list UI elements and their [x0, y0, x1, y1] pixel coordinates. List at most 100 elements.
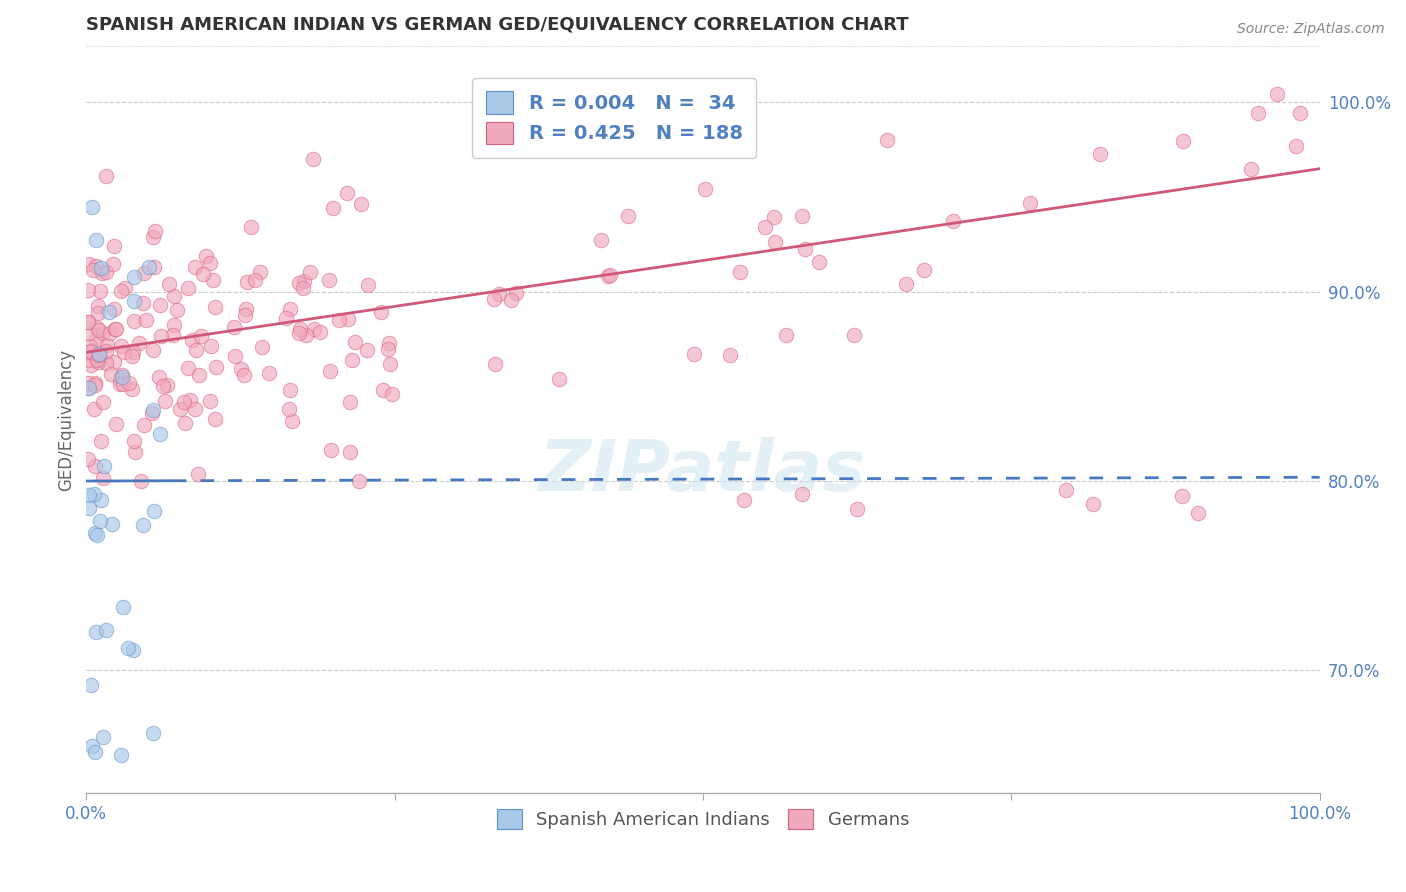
Point [205, 360, 228, 375]
Point [111, 368, 134, 383]
Point [1171, 135, 1194, 149]
Point [132, 266, 155, 280]
Point [114, 280, 136, 294]
Point [128, 336, 150, 351]
Point [845, 502, 868, 516]
Point [281, 414, 304, 428]
Point [350, 196, 373, 211]
Point [328, 312, 350, 326]
Point [181, 333, 204, 347]
Point [229, 362, 252, 376]
Legend: Spanish American Indians, Germans: Spanish American Indians, Germans [489, 801, 917, 837]
Point [86, 355, 108, 369]
Point [166, 303, 188, 318]
Point [233, 308, 256, 322]
Point [942, 214, 965, 228]
Point [103, 239, 125, 253]
Point [83, 487, 105, 501]
Point [224, 319, 246, 334]
Point [683, 347, 706, 361]
Point [250, 340, 273, 354]
Point [94, 356, 117, 370]
Point [179, 392, 201, 407]
Point [94, 623, 117, 637]
Point [162, 328, 184, 343]
Point [83, 376, 105, 390]
Point [370, 305, 392, 319]
Point [77, 381, 100, 395]
Point [131, 474, 153, 488]
Point [1265, 87, 1288, 101]
Point [340, 353, 363, 368]
Point [484, 357, 506, 371]
Point [177, 361, 200, 376]
Point [381, 387, 404, 401]
Point [89, 348, 111, 362]
Point [1187, 506, 1209, 520]
Point [80, 358, 103, 372]
Point [108, 372, 131, 386]
Point [83, 401, 105, 416]
Point [278, 301, 301, 316]
Point [294, 328, 316, 343]
Point [356, 343, 378, 358]
Point [76, 352, 98, 367]
Point [912, 263, 935, 277]
Point [104, 417, 127, 431]
Point [617, 209, 640, 223]
Point [287, 276, 309, 290]
Point [105, 322, 128, 336]
Point [202, 273, 225, 287]
Point [89, 347, 111, 361]
Point [274, 311, 297, 326]
Point [134, 417, 156, 432]
Point [84, 745, 107, 759]
Point [163, 318, 186, 333]
Point [96, 265, 118, 279]
Point [84, 378, 107, 392]
Point [371, 383, 394, 397]
Point [792, 487, 814, 501]
Point [309, 325, 332, 339]
Point [257, 366, 280, 380]
Point [763, 211, 786, 225]
Point [239, 220, 262, 235]
Point [198, 256, 221, 270]
Point [763, 235, 786, 250]
Point [249, 265, 271, 279]
Point [142, 260, 165, 274]
Point [84, 526, 107, 541]
Point [775, 327, 797, 342]
Point [80, 344, 103, 359]
Point [100, 368, 122, 382]
Point [103, 302, 125, 317]
Point [793, 242, 815, 256]
Point [132, 517, 155, 532]
Point [86, 305, 108, 319]
Point [84, 260, 107, 274]
Point [876, 133, 898, 147]
Point [86, 352, 108, 367]
Point [596, 268, 619, 283]
Point [1081, 497, 1104, 511]
Point [132, 295, 155, 310]
Point [1171, 489, 1194, 503]
Point [287, 326, 309, 340]
Point [110, 284, 132, 298]
Point [104, 322, 127, 336]
Point [86, 528, 108, 542]
Point [377, 335, 399, 350]
Point [894, 277, 917, 291]
Point [488, 286, 510, 301]
Point [77, 501, 100, 516]
Point [103, 257, 125, 271]
Point [200, 339, 222, 353]
Point [76, 315, 98, 329]
Point [188, 368, 211, 382]
Point [111, 369, 134, 384]
Point [718, 347, 741, 361]
Point [278, 383, 301, 397]
Point [84, 333, 107, 347]
Point [336, 186, 359, 201]
Point [547, 372, 569, 386]
